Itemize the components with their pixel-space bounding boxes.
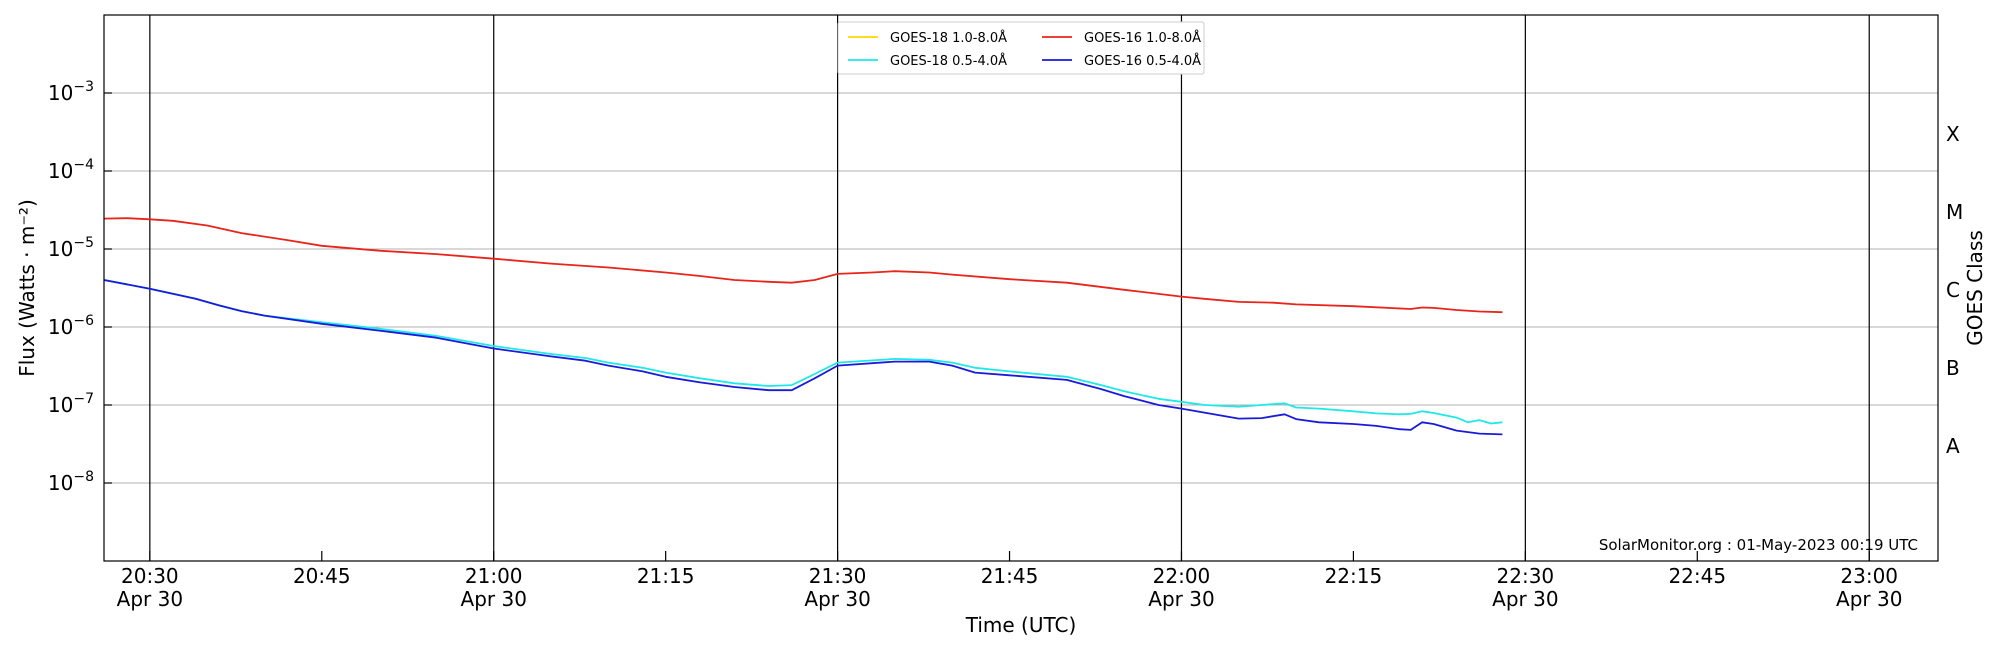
x-tick-label: 21:00 xyxy=(465,564,523,588)
x-axis-title: Time (UTC) xyxy=(965,613,1077,637)
x-tick-label: 21:45 xyxy=(981,564,1039,588)
y-tick-label: 10−5 xyxy=(48,235,94,261)
x-tick-label: 20:30 xyxy=(121,564,179,588)
series-line-4 xyxy=(103,279,1503,436)
series-line-3 xyxy=(103,217,1503,314)
right-axis-title: GOES Class xyxy=(1963,230,1987,346)
y-tick-label: 10−4 xyxy=(48,157,94,183)
plot-frame xyxy=(103,14,1939,562)
y-tick-label: 10−8 xyxy=(48,469,94,495)
x-tick-label: 22:15 xyxy=(1325,564,1383,588)
series-lines xyxy=(103,217,1503,436)
legend-label: GOES-18 0.5-4.0Å xyxy=(890,53,1007,69)
y-tick-label: 10−3 xyxy=(48,79,94,105)
y-tick-label: 10−6 xyxy=(48,313,94,339)
x-tick-label: 20:45 xyxy=(293,564,351,588)
x-tick-date-label: Apr 30 xyxy=(804,587,870,611)
x-tick-label: 22:00 xyxy=(1153,564,1211,588)
y-axis-title: Flux (Watts · m⁻²) xyxy=(15,199,39,377)
legend-label: GOES-16 1.0-8.0Å xyxy=(1084,30,1201,46)
legend: GOES-18 1.0-8.0Å GOES-18 0.5-4.0Å GOES-16 … xyxy=(837,21,1205,75)
legend-label: GOES-18 1.0-8.0Å xyxy=(890,30,1007,46)
x-tick-label: 22:30 xyxy=(1497,564,1555,588)
time-markers xyxy=(149,15,1870,561)
x-tick-date-label: Apr 30 xyxy=(1836,587,1902,611)
grid-lines xyxy=(104,92,1938,484)
watermark-text: SolarMonitor.org : 01-May-2023 00:19 UTC xyxy=(1599,536,1918,554)
legend-box xyxy=(837,21,1205,75)
x-tick-label: 21:15 xyxy=(637,564,695,588)
y-tick-label: 10−7 xyxy=(48,391,94,417)
legend-label: GOES-16 0.5-4.0Å xyxy=(1084,53,1201,69)
goes-class-label: A xyxy=(1946,434,1960,458)
goes-class-label: B xyxy=(1946,356,1960,380)
x-tick-label: 21:30 xyxy=(809,564,867,588)
x-tick-label: 23:00 xyxy=(1840,564,1898,588)
x-tick-label: 22:45 xyxy=(1668,564,1726,588)
goes-class-label: C xyxy=(1946,278,1960,302)
goes-class-labels: A B C M X xyxy=(1946,122,1963,458)
x-tick-date-label: Apr 30 xyxy=(1492,587,1558,611)
x-tick-date-label: Apr 30 xyxy=(1148,587,1214,611)
goes-class-label: X xyxy=(1946,122,1960,146)
x-tick-date-label: Apr 30 xyxy=(461,587,527,611)
y-axis-ticks: 10−8 10−7 10−6 10−5 10−4 10−3 xyxy=(48,79,112,495)
goes-class-label: M xyxy=(1946,200,1963,224)
series-line-2 xyxy=(103,279,1503,425)
x-tick-date-label: Apr 30 xyxy=(117,587,183,611)
